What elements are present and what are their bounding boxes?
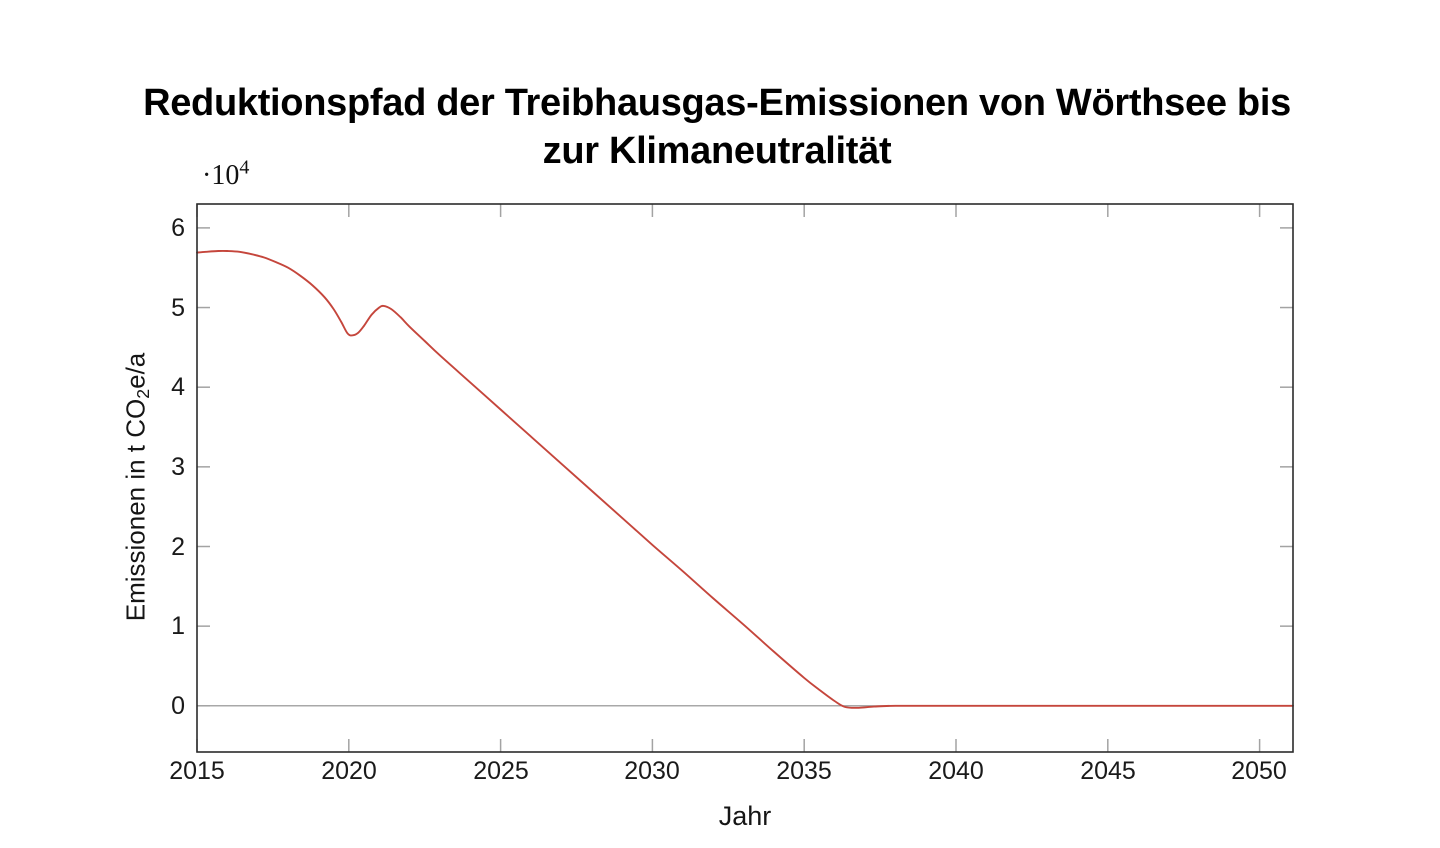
x-tick-label-2030: 2030 <box>624 757 680 785</box>
x-tick-label-2020: 2020 <box>321 757 377 785</box>
chart-title-line1: Reduktionspfad der Treibhausgas-Emission… <box>143 82 1291 125</box>
y-tick-label-1: 1 <box>171 612 185 640</box>
y-axis-scale-label: ·104 <box>202 156 250 192</box>
x-tick-label-2050: 2050 <box>1231 757 1287 785</box>
y-axis-scale-exponent: 4 <box>239 156 250 179</box>
x-tick-label-2045: 2045 <box>1080 757 1136 785</box>
y-tick-label-2: 2 <box>171 533 185 561</box>
y-tick-label-5: 5 <box>171 294 185 322</box>
x-axis-label: Jahr <box>718 801 772 831</box>
chart-title: Reduktionspfad der Treibhausgas-Emission… <box>0 80 1434 176</box>
y-tick-label-3: 3 <box>171 453 185 481</box>
emissions-curve <box>196 249 1294 709</box>
y-tick-label-0: 0 <box>171 692 185 720</box>
x-tick-label-2025: 2025 <box>473 757 529 785</box>
x-tick-label-2040: 2040 <box>928 757 984 785</box>
y-axis-scale-base: ·10 <box>202 160 240 191</box>
chart-title-line2: zur Klimaneutralität <box>542 130 892 173</box>
axis-box <box>196 203 1294 753</box>
y-tick-label-6: 6 <box>171 214 185 242</box>
y-tick-label-4: 4 <box>171 373 185 401</box>
x-tick-label-2015: 2015 <box>169 757 225 785</box>
x-tick-label-2035: 2035 <box>776 757 832 785</box>
